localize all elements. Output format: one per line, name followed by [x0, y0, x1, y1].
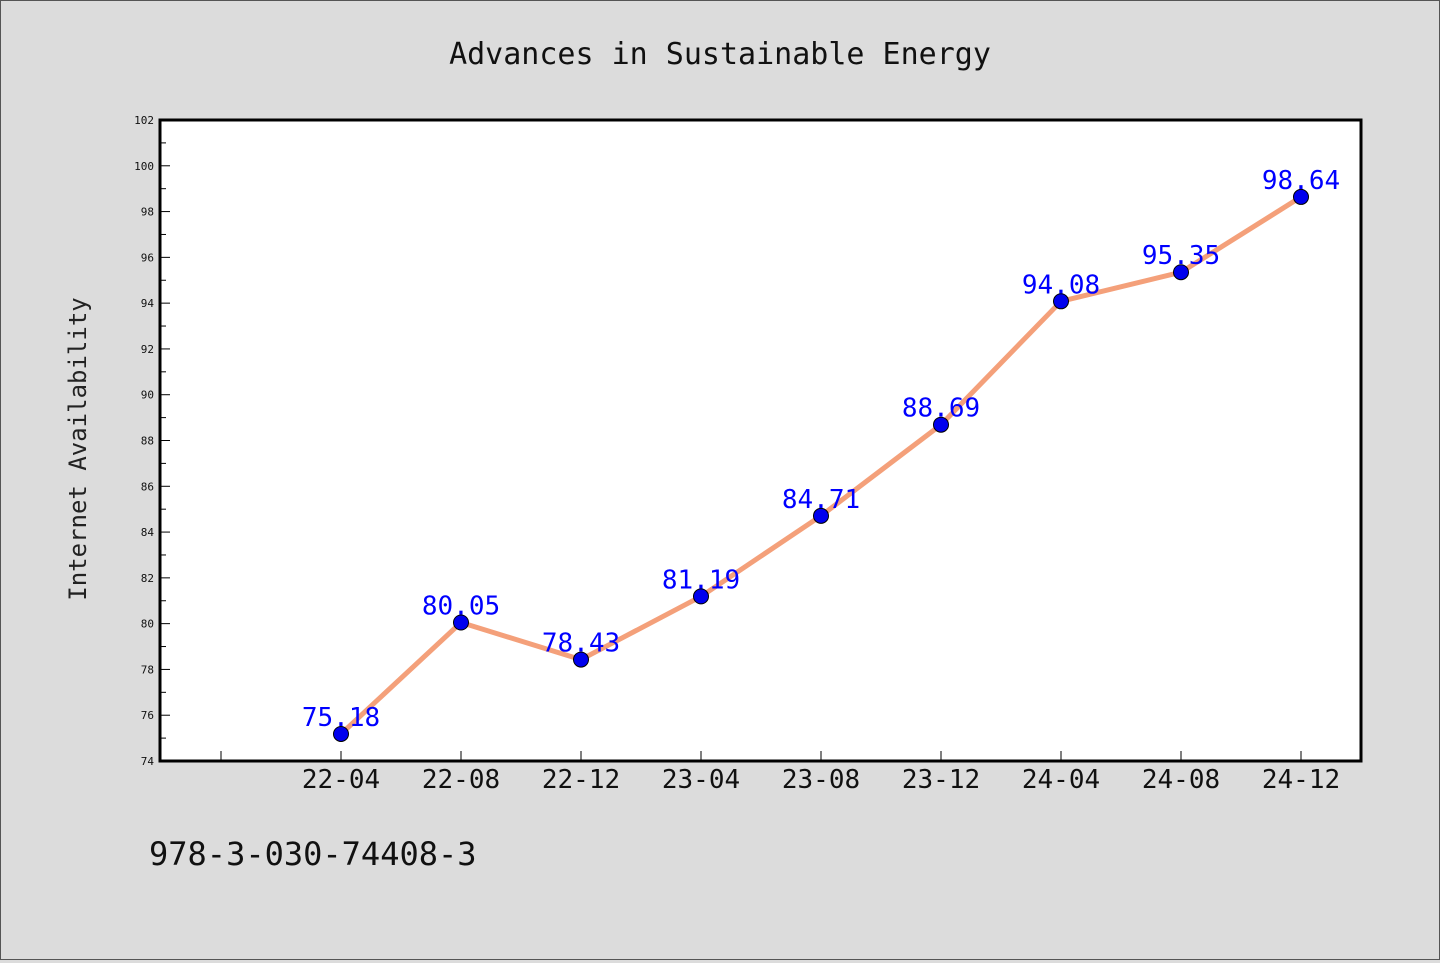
data-label: 94.08	[1022, 270, 1100, 300]
data-label: 84.71	[782, 485, 860, 515]
series-line-group	[333, 188, 1309, 742]
y-tick-label: 98	[141, 206, 154, 219]
y-tick-label: 76	[141, 709, 154, 722]
y-tick-label: 88	[141, 435, 154, 448]
data-point	[573, 651, 589, 668]
y-tick-label: 92	[141, 343, 154, 356]
y-tick-label: 94	[141, 297, 155, 310]
data-label: 98.64	[1262, 166, 1340, 196]
data-label-group: 75.18 80.05 78.43 81.19 84.71 88.69 94.08 95.35…	[302, 166, 1340, 733]
data-label: 95.35	[1142, 241, 1220, 271]
x-axis-ticks: 22-04 22-08 22-12 23-04 23-08 23-12 24-04 24-08…	[220, 751, 1340, 795]
y-tick-label: 96	[141, 251, 154, 264]
chart-title: Advances in Sustainable Energy	[449, 37, 991, 72]
y-tick-label: 84	[141, 526, 155, 539]
data-point	[933, 416, 949, 433]
x-tick-label: 23-12	[902, 765, 980, 795]
x-tick-label: 24-04	[1022, 765, 1100, 795]
data-point	[813, 507, 829, 524]
footnote-code: 978-3-030-74408-3	[149, 835, 477, 873]
data-point	[453, 614, 469, 631]
x-tick-label: 22-08	[422, 765, 500, 795]
y-tick-label: 100	[134, 160, 154, 173]
x-tick-label: 23-08	[782, 765, 860, 795]
data-label: 80.05	[422, 591, 500, 621]
data-point	[1173, 264, 1189, 281]
y-tick-label: 90	[141, 389, 154, 402]
data-point	[693, 588, 709, 605]
y-tick-label: 80	[141, 618, 154, 631]
x-tick-label: 22-04	[302, 765, 380, 795]
y-tick-label: 86	[141, 480, 154, 493]
y-axis-label: Internet Availability	[64, 297, 92, 600]
x-tick-label: 24-12	[1262, 765, 1340, 795]
y-tick-label: 74	[141, 755, 155, 768]
y-tick-label: 102	[134, 114, 154, 127]
data-point	[1053, 293, 1069, 310]
x-tick-label: 22-12	[542, 765, 620, 795]
data-label: 75.18	[302, 703, 380, 733]
data-label: 78.43	[542, 629, 620, 659]
y-tick-label: 82	[141, 572, 154, 585]
x-tick-label: 23-04	[662, 765, 740, 795]
data-label: 88.69	[902, 394, 980, 424]
y-axis-ticks: 74 76 78 80 82 84 86 88 90 92 94 96 98 100 102	[134, 114, 170, 768]
plot-area	[158, 118, 1363, 763]
data-label: 81.19	[662, 565, 740, 595]
y-tick-label: 78	[141, 663, 154, 676]
data-point	[1293, 188, 1309, 205]
x-tick-label: 24-08	[1142, 765, 1220, 795]
data-point	[333, 725, 349, 742]
